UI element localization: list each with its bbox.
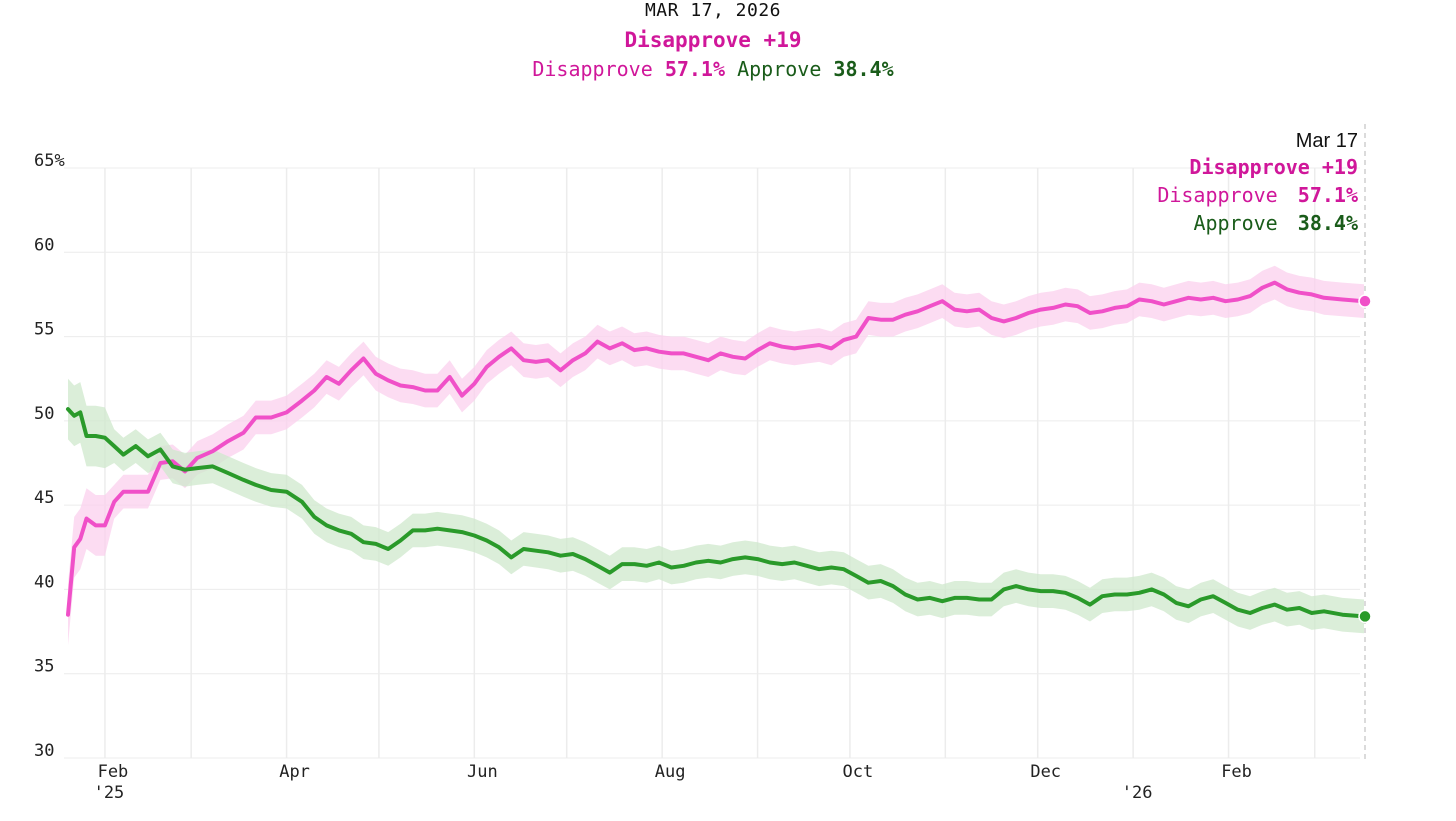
header-approve-value: 38.4% [833, 57, 894, 81]
x-tick-label-5: Dec [1030, 762, 1061, 782]
y-tick-label-50: 50 [34, 404, 54, 424]
annotation-disapprove-value: 57.1% [1298, 183, 1358, 207]
header-margin: Disapprove +19 [624, 28, 802, 52]
header-disapprove-label: Disapprove [532, 57, 653, 81]
series-lines [66, 280, 1366, 619]
horizontal-gridlines [64, 167, 1360, 759]
header-date: MAR 17, 2026 [644, 0, 782, 21]
annotation-disapprove-label: Disapprove [1157, 183, 1277, 207]
vertical-gridlines [104, 168, 1316, 758]
y-tick-label-30: 30 [34, 741, 54, 761]
annotation-approve-label: Approve [1193, 211, 1277, 235]
disapprove-end-dot [1358, 294, 1372, 308]
x-tick-sublabel-5: '26 [1122, 783, 1153, 803]
disapprove-line [66, 280, 1366, 617]
x-tick-label-3: Aug [655, 762, 686, 782]
annotation-approve: Approve 38.4% [1193, 211, 1358, 235]
x-tick-label-1: Apr [279, 762, 310, 782]
end-annotation: Mar 17 Disapprove +19 Disapprove 57.1% A… [1157, 130, 1358, 235]
y-axis: 65% 60 55 50 45 40 35 30 [34, 151, 65, 761]
y-tick-label-40: 40 [34, 572, 54, 592]
x-tick-label-4: Oct [843, 762, 874, 782]
annotation-date: Mar 17 [1296, 130, 1358, 152]
disapprove-band [68, 265, 1364, 646]
header-values: Disapprove 57.1% Approve 38.4% [0, 57, 1426, 81]
header-approve-label: Approve [737, 57, 822, 81]
header-disapprove-value: 57.1% [664, 57, 726, 81]
annotation-margin: Disapprove +19 [1189, 155, 1358, 179]
annotation-disapprove: Disapprove 57.1% [1157, 183, 1358, 207]
y-tick-label-35: 35 [34, 657, 54, 677]
y-tick-label-60: 60 [34, 235, 54, 255]
x-tick-sublabel-0: '25 [94, 783, 125, 803]
approve-end-dot [1358, 609, 1372, 624]
x-tick-label-2: Jun [467, 762, 498, 782]
approve-line [66, 407, 1366, 619]
end-dots [1358, 294, 1372, 624]
uncertainty-bands [68, 265, 1364, 646]
y-tick-label-65: 65% [34, 151, 65, 171]
annotation-approve-value: 38.4% [1298, 211, 1358, 235]
x-tick-label-6: Feb [1221, 762, 1252, 782]
x-tick-label-0: Feb [98, 762, 129, 782]
y-tick-label-55: 55 [34, 320, 54, 340]
y-tick-label-45: 45 [34, 488, 54, 508]
